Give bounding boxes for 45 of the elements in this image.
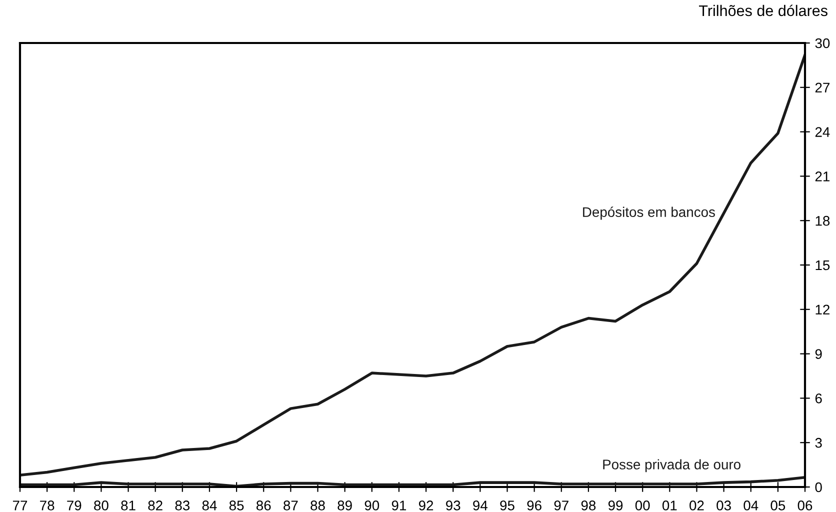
x-tick-label: 95: [500, 500, 514, 510]
x-tick-label: 77: [12, 500, 28, 510]
y-tick-label: 3: [815, 438, 822, 448]
x-tick-label: 91: [392, 500, 406, 510]
x-tick-label: 03: [716, 500, 731, 510]
x-tick-label: 87: [284, 500, 298, 510]
x-tick-label: 00: [635, 500, 650, 510]
x-tick-label: 98: [581, 500, 596, 510]
x-tick-label: 01: [662, 500, 677, 510]
y-tick-label: 9: [815, 349, 822, 359]
x-tick-label: 79: [67, 500, 82, 510]
y-tick-label: 24: [815, 127, 830, 137]
x-tick-label: 04: [744, 500, 758, 510]
x-tick-label: 92: [418, 500, 434, 510]
series-label: Depósitos em bancos: [583, 206, 715, 220]
x-tick-label: 80: [94, 500, 108, 510]
line-series: [20, 53, 805, 477]
x-tick-label: 84: [202, 500, 217, 510]
x-tick-label: 93: [446, 500, 460, 510]
x-tick-label: 85: [229, 500, 244, 510]
y-tick-label: 27: [815, 82, 830, 92]
x-tick-label: 89: [338, 500, 352, 510]
y-tick-label: 18: [816, 216, 830, 226]
y-tick-label: 21: [815, 172, 830, 182]
x-tick-label: 81: [121, 500, 136, 510]
x-tick-label: 05: [770, 500, 786, 510]
x-tick-label: 86: [256, 500, 271, 510]
y-tick-label: 12: [816, 304, 830, 314]
x-tick-label: 99: [608, 500, 623, 510]
y-tick-label: 6: [815, 394, 822, 404]
x-tick-label: 97: [554, 500, 568, 510]
y-tick-label: 0: [815, 482, 822, 492]
y-axis-title: Trilhões de dólares: [699, 4, 828, 16]
x-tick-label: 94: [473, 500, 488, 510]
x-tick-label: 88: [310, 500, 325, 510]
series-label: Posse privada de ouro: [603, 459, 740, 472]
x-tick-label: 78: [40, 500, 54, 510]
y-tick-label: 30: [815, 38, 830, 48]
x-tick-label: 02: [690, 500, 704, 510]
x-tick-label: 90: [364, 500, 380, 510]
x-tick-label: 83: [175, 500, 190, 510]
x-tick-label: 96: [527, 500, 542, 510]
x-tick-label: 06: [798, 500, 812, 510]
y-tick-label: 15: [816, 260, 830, 270]
x-tick-label: 82: [148, 500, 162, 510]
